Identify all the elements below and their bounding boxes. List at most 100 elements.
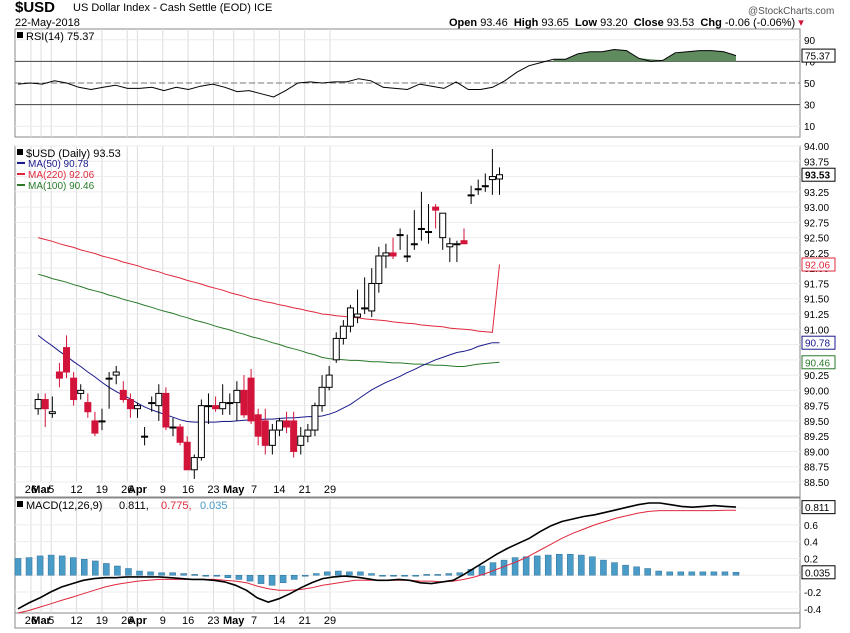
candle-body [63, 347, 71, 373]
candle-body [77, 389, 85, 394]
candle-body [290, 420, 298, 452]
x-tick-label: Apr [128, 615, 148, 627]
instrument-name-row: US Dollar Index - Cash Settle (EOD) ICE [73, 2, 272, 14]
x-tick-label: 16 [182, 484, 194, 496]
x-tick-label: 26 [25, 615, 37, 627]
macd-histogram-bar [578, 554, 585, 576]
macd-legend-hist: 0.035 [200, 500, 228, 512]
macd-histogram-bar [169, 572, 176, 576]
candle-body [240, 389, 248, 416]
candle-body [204, 405, 212, 408]
macd-histogram-bar [346, 571, 353, 576]
x-tick-label: 14 [273, 484, 285, 496]
candle-body [148, 402, 156, 405]
macd-histogram-bar [257, 574, 265, 584]
candle-body [155, 392, 163, 407]
candle-body [233, 389, 241, 404]
candle-body [48, 411, 56, 415]
candle-body [212, 405, 220, 410]
candle-body [339, 325, 347, 339]
candle-body [304, 429, 312, 437]
x-tick-label: 23 [207, 484, 219, 496]
candle-body [141, 435, 149, 438]
price-legend: $USD (Daily) 93.53 [26, 148, 121, 160]
price-y-tick-label: 90.25 [804, 371, 829, 382]
price-y-tick-label: 91.00 [804, 325, 829, 336]
price-y-tick-label: 91.75 [804, 279, 829, 290]
x-tick-label: 19 [96, 615, 108, 627]
candle-body [481, 185, 489, 188]
ma-legend-label: MA(100) 90.46 [28, 181, 95, 192]
x-tick-label: 5 [48, 484, 54, 496]
candle-body [474, 188, 482, 191]
macd-histogram-bar [324, 571, 331, 576]
macd-histogram-bar [47, 554, 55, 576]
x-axis-band-lower [14, 612, 801, 629]
x-tick-label: 9 [160, 615, 166, 627]
price-y-tick-label: 94.00 [804, 142, 829, 153]
macd-histogram-bar [268, 574, 276, 586]
macd-hist-value-tag-box [801, 565, 836, 580]
x-tick-label: May [223, 615, 245, 627]
ma-legend-label: MA(50) 90.78 [28, 159, 89, 170]
macd-histogram-bar [412, 574, 419, 577]
candle-body [134, 405, 142, 410]
macd-histogram-bar [202, 574, 210, 577]
macd-histogram-bar [390, 574, 397, 577]
price-y-tick-label: 92.75 [804, 218, 829, 229]
price-value-tag-box [801, 257, 836, 272]
macd-hist-value-tag: 0.035 [805, 568, 830, 579]
x-tick-label: 12 [70, 484, 82, 496]
candle-body [375, 255, 383, 284]
rsi-legend: RSI(14) 75.37 [26, 31, 94, 43]
macd-histogram-bar [191, 574, 198, 576]
x-tick-label: 19 [96, 484, 108, 496]
macd-histogram-bar [511, 557, 519, 576]
candle-body [354, 313, 362, 318]
low-value: 93.20 [600, 17, 628, 29]
price-value-tag-box [801, 355, 836, 370]
rsi-y-tick-label: 90 [804, 36, 816, 47]
macd-y-tick-label: 0.2 [804, 554, 818, 565]
macd-histogram-bar [456, 572, 464, 576]
chg-label: Chg [700, 17, 722, 29]
price-y-tick-label: 92.25 [804, 249, 829, 260]
price-value-tag: 92.06 [805, 261, 830, 272]
instrument-name: US Dollar Index - Cash Settle (EOD) [73, 2, 251, 14]
macd-histogram-bar [290, 574, 298, 580]
macd-histogram-bar [279, 574, 287, 584]
candle-body [432, 206, 440, 211]
price-y-tick-label: 90.00 [804, 386, 829, 397]
macd-value-tag-box [801, 500, 836, 515]
candle-body [55, 371, 63, 379]
candle-body [275, 420, 283, 431]
macd-line [17, 502, 737, 610]
candle-body [226, 402, 234, 405]
macd-histogram-bar [445, 573, 453, 576]
candle-body [297, 435, 305, 446]
x-tick-label: Mar [31, 615, 51, 627]
x-tick-label: 29 [324, 484, 336, 496]
x-tick-label: 12 [70, 615, 82, 627]
ma-legend-label: MA(220) 92.06 [28, 170, 95, 181]
candle-body [403, 255, 411, 258]
macd-histogram-bar [489, 562, 497, 576]
macd-histogram-bar [25, 557, 33, 576]
x-tick-label: 29 [324, 615, 336, 627]
candle-body [410, 243, 418, 246]
x-tick-label: 16 [182, 615, 194, 627]
candle-body [361, 307, 369, 310]
rsi-line [17, 48, 737, 98]
macd-histogram-bar [335, 570, 342, 576]
x-tick-label: 26 [121, 615, 133, 627]
price-y-tick-label: 89.50 [804, 417, 829, 428]
candle-body [254, 414, 262, 437]
rsi-last-value-tag-box [801, 48, 836, 63]
close-label: Close [633, 17, 664, 29]
candle-body [84, 402, 92, 413]
open-value: 93.46 [480, 17, 508, 29]
open-label: Open [449, 17, 478, 29]
price-y-tick-label: 91.50 [804, 295, 829, 306]
macd-histogram-bar [246, 574, 254, 582]
